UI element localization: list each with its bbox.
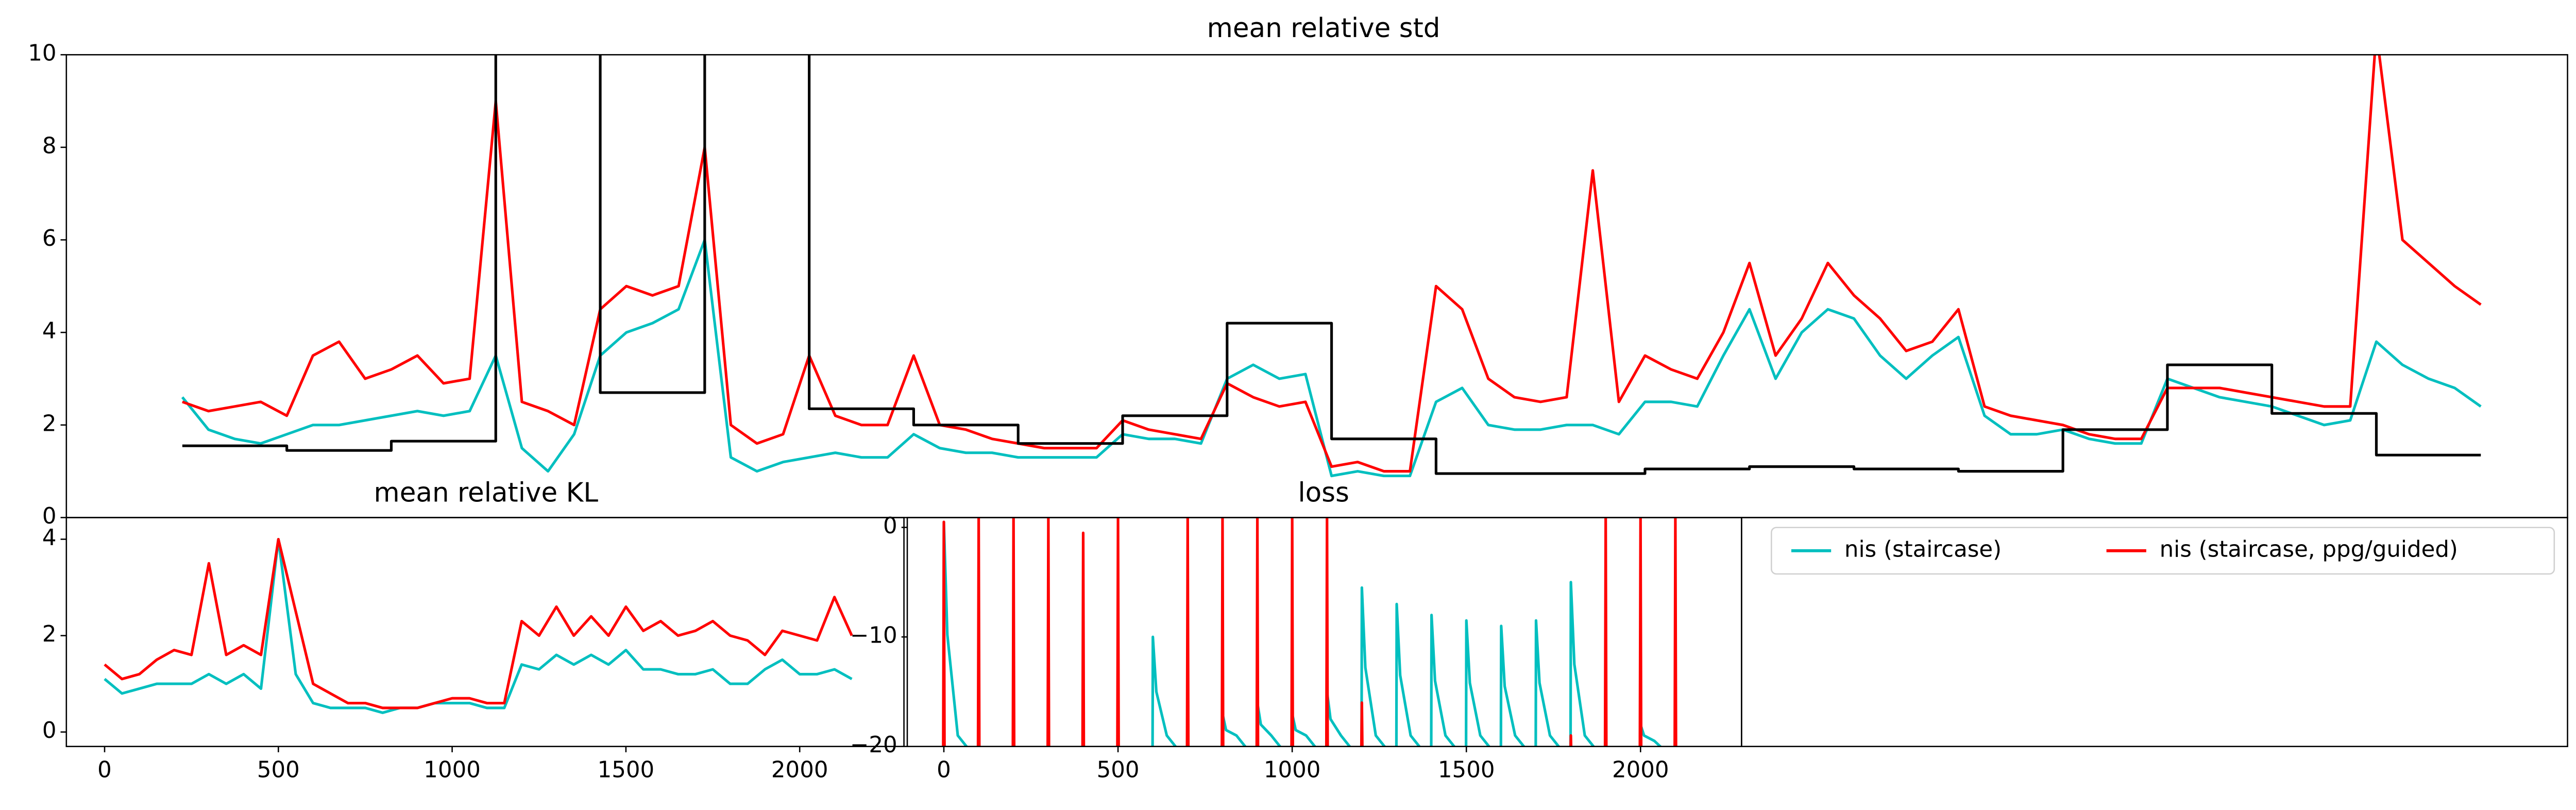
legend-label: nis (staircase, ppg/guided)	[2160, 536, 2458, 562]
x-tick-label: 1000	[1264, 757, 1321, 783]
data-line	[104, 537, 853, 714]
chart-title: mean relative std	[1207, 13, 1440, 44]
x-tick-label: 500	[257, 757, 300, 783]
x-tick-label: 1000	[423, 757, 481, 783]
y-tick-label: 4	[42, 525, 57, 551]
y-tick-label: 0	[883, 513, 897, 539]
y-tick-label: 0	[42, 503, 57, 529]
legend-label: nis (staircase)	[1844, 536, 2002, 562]
y-tick-label: 4	[42, 318, 57, 344]
x-tick-label: 0	[937, 757, 951, 783]
y-tick-label: 6	[42, 226, 57, 251]
x-tick-label: 1500	[1438, 757, 1495, 783]
x-tick-label: 2000	[1612, 757, 1669, 783]
data-line	[942, 517, 1677, 747]
y-tick-label: 2	[42, 621, 57, 647]
data-line	[181, 238, 2482, 478]
plot-area	[104, 537, 853, 714]
data-line	[182, 55, 2481, 475]
y-tick-label: −10	[850, 623, 897, 649]
y-tick-label: 2	[42, 411, 57, 436]
y-tick-label: 8	[42, 133, 57, 159]
chart-title: mean relative KL	[374, 477, 599, 508]
data-line	[104, 537, 853, 710]
x-tick-label: 0	[97, 757, 112, 783]
y-tick-label: 0	[42, 718, 57, 744]
x-tick-label: 500	[1097, 757, 1140, 783]
x-tick-label: 1500	[598, 757, 655, 783]
plot-area	[942, 517, 1677, 747]
data-line	[182, 55, 2482, 473]
y-tick-label: 10	[28, 41, 56, 66]
x-tick-label: 2000	[771, 757, 828, 783]
axes-frame	[65, 517, 905, 747]
legend-box	[1771, 527, 2555, 575]
chart-title: loss	[1298, 477, 1349, 508]
plot-area	[181, 55, 2482, 478]
y-tick-label: −20	[850, 732, 897, 758]
legend-panel	[1741, 517, 2568, 747]
